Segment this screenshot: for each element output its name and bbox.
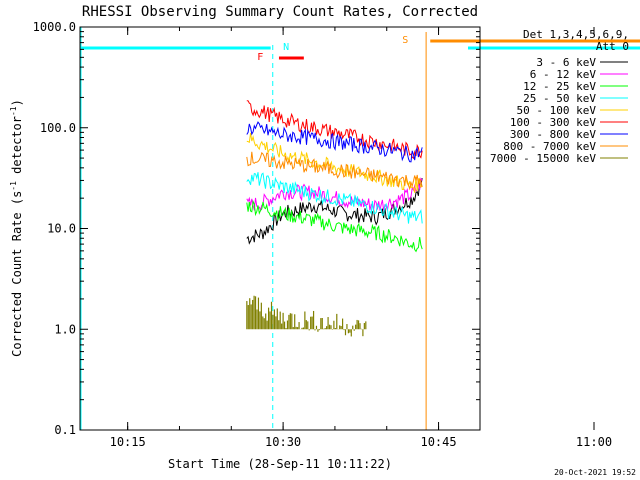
legend-label: 3 - 6 keV [536,56,596,69]
y-axis-label: Corrected Count Rate (s-1 detector-1) [9,99,24,357]
legend-label: 25 - 50 keV [523,92,596,105]
x-tick-label: 10:45 [420,435,456,449]
plot-frame [79,26,481,431]
y-tick-label: 1000.0 [33,20,76,34]
y-tick-label: 10.0 [47,222,76,236]
x-tick-label: 10:15 [110,435,146,449]
plot-layer: F N S [80,27,640,430]
series-line [246,172,423,224]
legend-header-line2: Att 0 [596,40,629,53]
legend-label: 12 - 25 keV [523,80,596,93]
series-5 [246,100,423,160]
series-8 [246,295,367,337]
legend-label: 800 - 7000 keV [503,140,596,153]
flag-s: S [402,35,408,46]
y-tick-label: 100.0 [40,121,76,135]
series-line [246,100,423,160]
series-line [246,121,423,163]
series-line [246,199,423,253]
axis-ticks: 0.1 1.0 10.0 100.0 1000.0 10:15 10:30 10:45 11:0… [33,20,612,449]
x-axis-label: Start Time (28-Sep-11 10:11:22) [168,457,392,471]
series-line [246,177,423,212]
legend-label: 50 - 100 keV [517,104,597,117]
x-tick-label: 11:00 [576,435,612,449]
series-3 [246,172,423,224]
y-tick-label: 1.0 [54,322,76,336]
chart-title: RHESSI Observing Summary Count Rates, Co… [82,4,478,20]
legend-label: 6 - 12 keV [530,68,597,81]
series-7 [246,151,423,191]
legend-label: 7000 - 15000 keV [490,152,596,165]
legend-header-line1: Det 1,3,4,5,6,9, [523,28,629,41]
flag-f: F [257,52,263,63]
series-6 [246,121,423,163]
legend-label: 100 - 300 keV [510,116,596,129]
series-2 [246,199,423,253]
series-line [246,151,423,191]
legend-label: 300 - 800 keV [510,128,596,141]
timestamp: 20-Oct-2021 19:52 [554,468,636,477]
x-tick-label: 10:30 [265,435,301,449]
axes-frame [79,26,481,431]
flag-n: N [283,42,289,53]
series-0 [246,178,423,245]
y-tick-label: 0.1 [54,423,76,437]
series-1 [246,177,423,212]
